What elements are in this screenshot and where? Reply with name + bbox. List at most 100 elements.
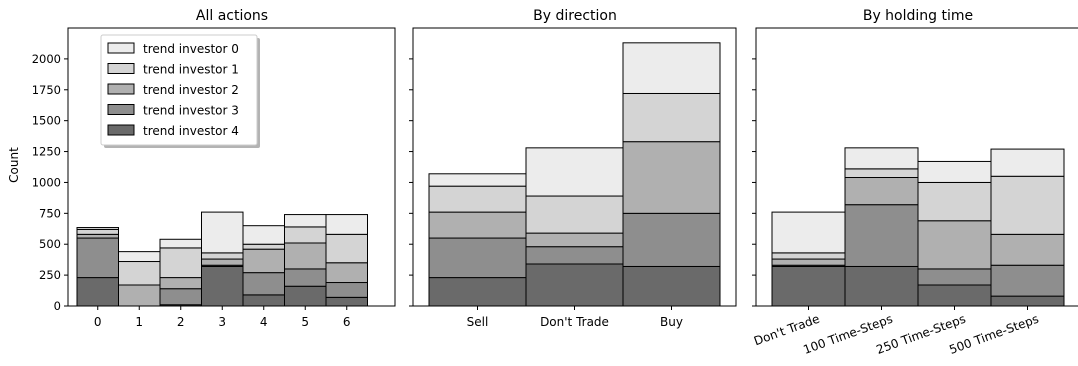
x-tick-label: Buy	[660, 315, 683, 329]
bar-segment	[771, 258, 846, 266]
bar-segment	[284, 226, 327, 244]
y-tick-label: 1250	[32, 145, 61, 159]
x-tick-label: 3	[218, 315, 226, 329]
bar-segment	[242, 272, 285, 296]
legend-swatch	[107, 63, 135, 74]
bar-segment	[844, 204, 919, 267]
bar-segment	[990, 295, 1065, 307]
bar-segment	[917, 220, 992, 270]
bar-segment	[525, 263, 624, 307]
legend-swatch	[107, 83, 135, 95]
y-tick-label: 1000	[32, 175, 61, 189]
bar-segment	[844, 177, 919, 206]
x-ticks: 0 1 2 3 4 5 6	[94, 306, 351, 329]
bar-segment	[201, 252, 244, 260]
bar-segment	[525, 147, 624, 197]
bar-segment	[325, 262, 368, 284]
bar-segment	[325, 296, 368, 307]
y-ticks: 0 250 500 750 1000 1250 1500 1750 2000	[32, 52, 68, 313]
bar-segment	[525, 195, 624, 234]
bar-segment	[201, 258, 244, 266]
bar-segment	[428, 277, 527, 307]
bar-segment	[242, 225, 285, 245]
bar-segment	[428, 185, 527, 213]
legend-items: trend investor 0 trend investor 1 trend in…	[107, 42, 239, 138]
bar-segment	[284, 214, 327, 228]
bar-segment	[284, 268, 327, 287]
panel-title: All actions	[196, 8, 268, 24]
bar-segment	[917, 284, 992, 307]
bar-segment	[159, 238, 202, 249]
panel-title: By direction	[533, 8, 617, 24]
bar-segment	[990, 148, 1065, 177]
legend-label: trend investor 2	[143, 83, 239, 97]
bar-segment	[622, 141, 721, 214]
x-tick-label: Sell	[467, 315, 489, 329]
bar-segment	[622, 42, 721, 94]
bar-segment	[844, 265, 919, 307]
panel-all-actions: All actions 0250500750100012501500175020…	[32, 8, 396, 329]
x-tick-label: 1	[135, 315, 143, 329]
y-tick-label: 1500	[32, 114, 61, 128]
bar-segment	[844, 147, 919, 170]
bar-segment	[242, 243, 285, 250]
bar-segment	[990, 264, 1065, 297]
y-tick-label: 500	[39, 237, 61, 251]
bar-segment	[917, 160, 992, 183]
bar-segment	[201, 211, 244, 254]
bar-segment	[917, 268, 992, 286]
legend-label: trend investor 1	[143, 63, 239, 77]
bar-segment	[622, 212, 721, 267]
bar-group	[76, 211, 368, 307]
bar-segment	[622, 92, 721, 143]
y-tick-label: 2000	[32, 52, 61, 66]
bar-segment	[428, 211, 527, 239]
y-tick-label: 0	[54, 299, 61, 313]
legend-box	[100, 34, 258, 146]
plot-frame	[412, 27, 737, 307]
bar-group	[428, 42, 721, 307]
legend-swatch	[107, 124, 135, 136]
bar-segment	[917, 181, 992, 222]
x-tick-label: 5	[301, 315, 309, 329]
bar-segment	[990, 175, 1065, 235]
bar-segment	[118, 261, 161, 286]
bar-segment	[76, 237, 119, 279]
bar-segment	[428, 173, 527, 187]
plot-frame	[755, 27, 1078, 307]
y-axis-label: Count	[7, 147, 21, 183]
x-tick-label: 6	[343, 315, 351, 329]
legend: trend investor 0 trend investor 1 trend in…	[100, 34, 260, 148]
bar-segment	[771, 252, 846, 260]
bar-segment	[242, 248, 285, 274]
bar-group	[771, 147, 1065, 307]
panel-by-direction: By direction Sell Don't Trade Buy	[409, 8, 737, 329]
legend-label: trend investor 3	[143, 104, 239, 118]
bar-segment	[525, 232, 624, 248]
bar-segment	[159, 277, 202, 290]
bar-segment	[771, 211, 846, 254]
bar-segment	[525, 246, 624, 265]
bar-segment	[76, 277, 119, 307]
bar-segment	[325, 282, 368, 298]
y-tick-label: 1750	[32, 83, 61, 97]
legend-swatch	[107, 42, 135, 54]
bar-segment	[990, 233, 1065, 266]
bar-segment	[159, 247, 202, 279]
y-ticks	[409, 58, 413, 307]
bar-segment	[325, 233, 368, 264]
legend-label: trend investor 4	[143, 124, 239, 138]
x-tick-label: Don't Trade	[540, 315, 609, 329]
bar-segment	[428, 237, 527, 279]
bar-segment	[159, 288, 202, 306]
bar-segment	[844, 168, 919, 179]
bar-segment	[201, 265, 244, 307]
x-tick-label: 2	[177, 315, 185, 329]
bar-segment	[771, 265, 846, 307]
bar-segment	[118, 251, 161, 263]
bar-segment	[76, 227, 119, 230]
legend-swatch	[107, 104, 135, 115]
x-tick-label: 0	[94, 315, 102, 329]
